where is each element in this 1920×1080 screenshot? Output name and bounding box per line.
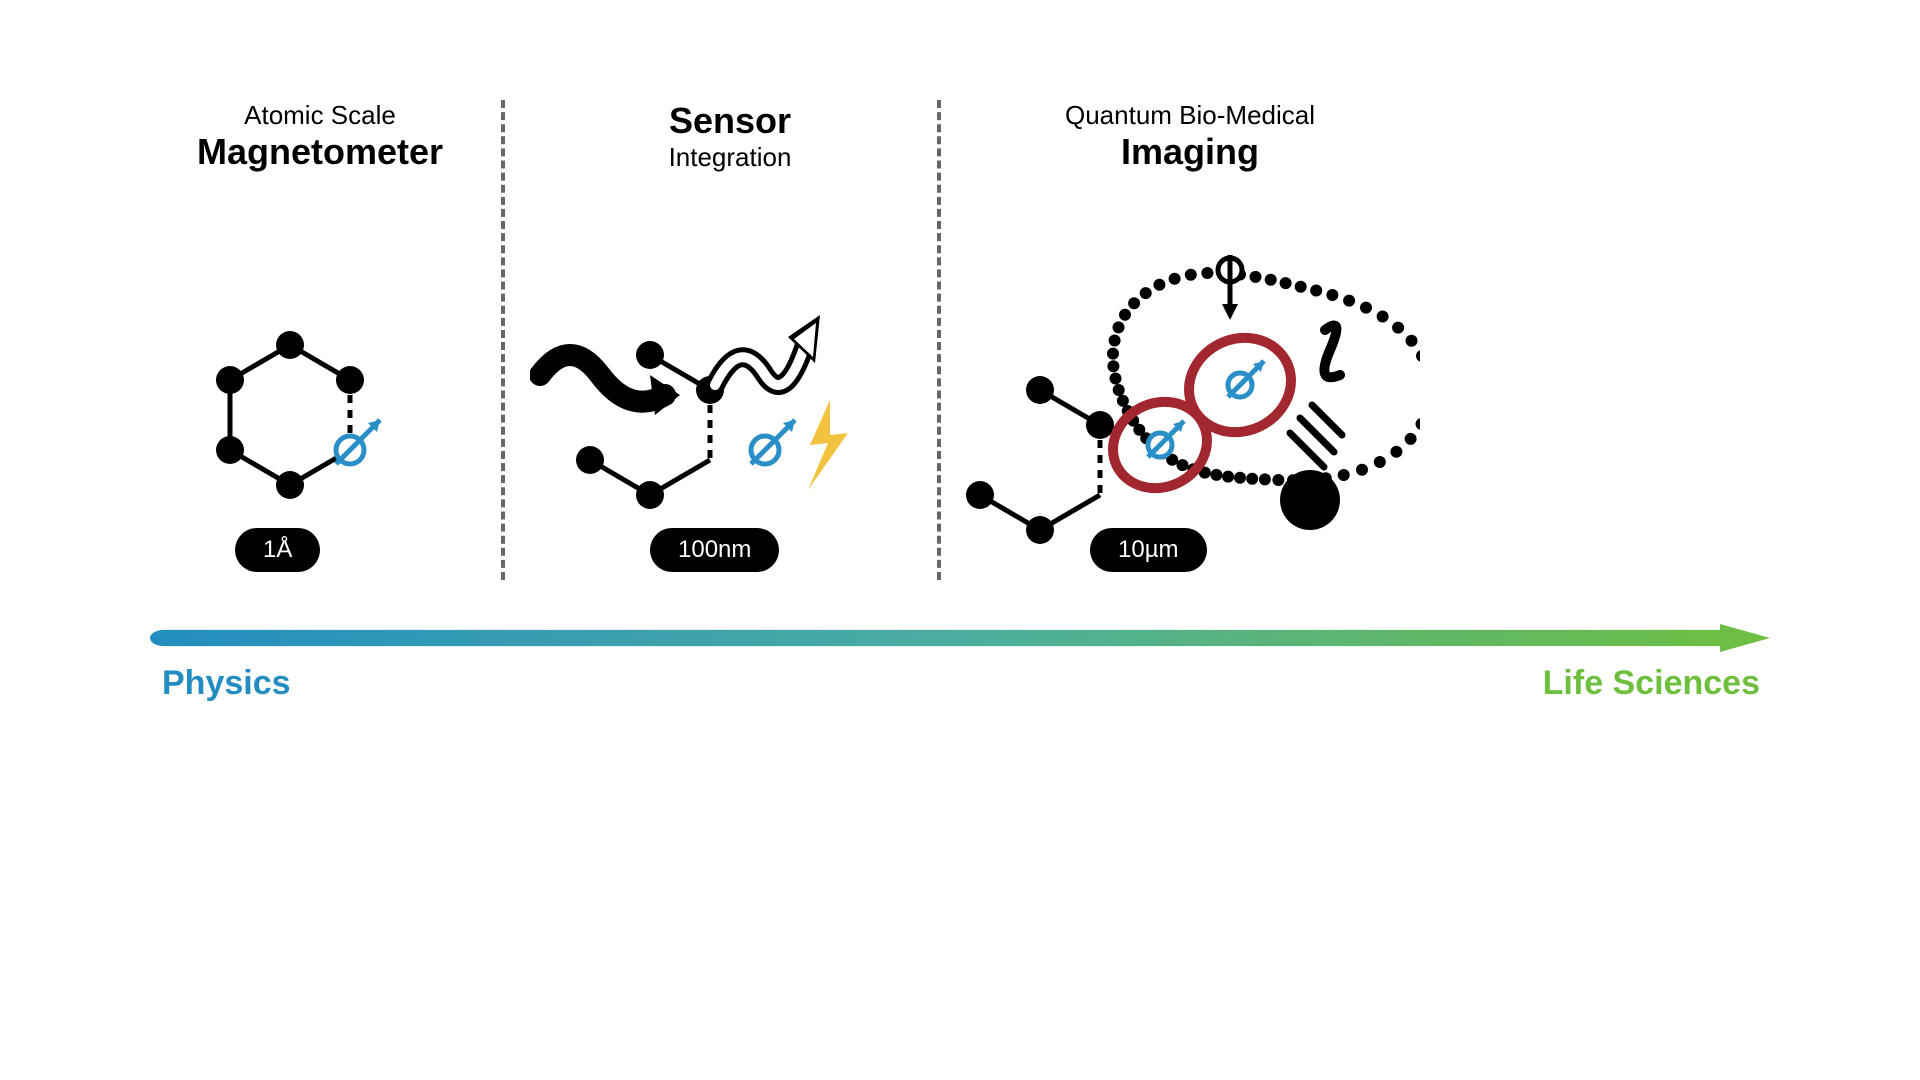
panel-subtitle: Quantum Bio-Medical [980, 100, 1400, 131]
panel-subtitle: Atomic Scale [160, 100, 480, 131]
divider-1 [501, 100, 505, 580]
scale-pill-1: 1Å [235, 528, 320, 572]
axis-label-left: Physics [162, 664, 291, 703]
scale-axis-arrow [150, 624, 1770, 652]
panel-title: Magnetometer [160, 131, 480, 173]
scale-label: 100nm [678, 536, 751, 563]
axis-label-right: Life Sciences [1543, 664, 1760, 703]
hexagon-molecule-icon [180, 305, 440, 525]
scale-pill-3: 10µm [1090, 528, 1207, 572]
sensor-integration-icon [530, 275, 910, 535]
panel-subtitle: Sensor [560, 100, 900, 142]
scale-pill-2: 100nm [650, 528, 779, 572]
panel-title: Integration [560, 142, 900, 173]
bio-imaging-icon [940, 200, 1420, 560]
scale-label: 10µm [1118, 536, 1179, 563]
scale-label: 1Å [263, 536, 292, 563]
panel-title: Imaging [980, 131, 1400, 173]
